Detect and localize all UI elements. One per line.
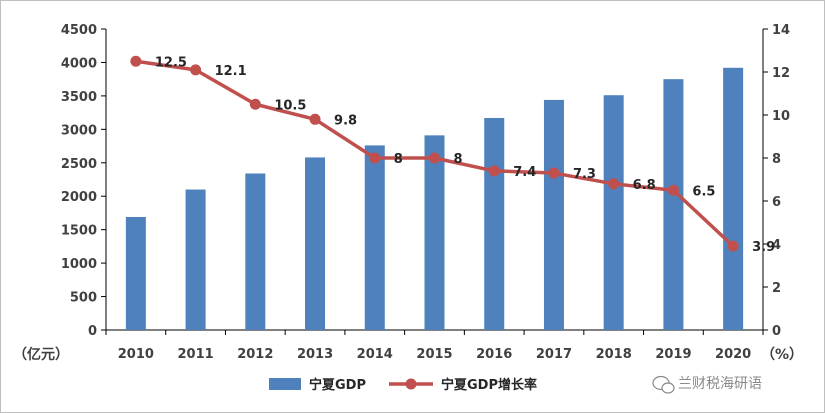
left-tick-label: 0: [88, 324, 97, 339]
gdp-bar: [125, 216, 146, 330]
growth-rate-point: [190, 64, 202, 76]
growth-rate-point: [608, 178, 620, 190]
wechat-icon: [652, 375, 675, 394]
growth-rate-data-label: 7.4: [513, 165, 536, 180]
gdp-bar: [185, 189, 206, 330]
gdp-bar: [305, 157, 326, 330]
right-tick-label: 14: [772, 23, 790, 38]
left-tick-label: 500: [70, 291, 97, 306]
legend-bar-label: 宁夏GDP: [309, 377, 366, 393]
x-tick-label: 2010: [118, 347, 154, 362]
gdp-bar: [364, 145, 385, 330]
left-tick-label: 4000: [61, 56, 97, 71]
left-axis-unit: （亿元）: [13, 346, 69, 363]
right-tick-label: 10: [772, 109, 790, 124]
gdp-bar: [723, 67, 744, 330]
growth-rate-data-label: 8: [454, 152, 463, 167]
growth-rate-point: [369, 152, 381, 164]
right-tick-label: 8: [772, 152, 781, 167]
gdp-bar: [663, 79, 684, 331]
legend-line-marker: [405, 378, 417, 390]
x-tick-label: 2017: [536, 347, 572, 362]
legend-line-label: 宁夏GDP增长率: [441, 377, 537, 393]
left-tick-label: 3000: [61, 123, 97, 138]
right-tick-label: 2: [772, 281, 781, 296]
gdp-bar: [603, 95, 624, 330]
gdp-bar: [424, 135, 445, 330]
growth-rate-data-label: 12.1: [215, 64, 247, 79]
growth-rate-point: [667, 184, 679, 196]
x-tick-label: 2012: [237, 347, 273, 362]
right-tick-label: 4: [772, 238, 781, 253]
left-tick-label: 3500: [61, 90, 97, 105]
gdp-bar: [245, 173, 266, 330]
growth-rate-point: [309, 113, 321, 125]
growth-rate-point: [249, 98, 261, 110]
growth-rate-point: [548, 167, 560, 179]
left-tick-label: 1000: [61, 257, 97, 272]
growth-rate-data-label: 6.5: [692, 184, 715, 199]
legend-bar-swatch: [269, 378, 301, 390]
growth-rate-data-label: 10.5: [274, 98, 306, 113]
watermark: 兰财税海研语: [652, 375, 762, 394]
growth-rate-point: [130, 55, 142, 67]
watermark-text: 兰财税海研语: [678, 376, 762, 392]
growth-rate-point: [488, 165, 500, 177]
x-tick-label: 2011: [177, 347, 213, 362]
growth-rate-data-label: 8: [394, 152, 403, 167]
growth-rate-point: [429, 152, 440, 164]
growth-rate-data-label: 6.8: [633, 178, 656, 193]
left-tick-label: 2500: [61, 157, 97, 172]
growth-rate-point: [727, 240, 739, 252]
growth-rate-data-label: 7.3: [573, 167, 596, 182]
gdp-bar: [543, 99, 564, 330]
left-tick-label: 4500: [61, 23, 97, 38]
left-tick-label: 1500: [61, 224, 97, 239]
x-tick-label: 2013: [297, 347, 333, 362]
right-tick-label: 12: [772, 66, 790, 81]
gdp-bar: [484, 117, 505, 330]
x-tick-label: 2016: [476, 347, 512, 362]
right-tick-label: 0: [772, 324, 781, 339]
x-tick-label: 2019: [655, 347, 691, 362]
growth-rate-data-label: 9.8: [334, 113, 357, 128]
left-tick-label: 2000: [61, 190, 97, 205]
x-tick-label: 2018: [596, 347, 632, 362]
x-tick-label: 2015: [416, 347, 452, 362]
x-tick-label: 2014: [357, 347, 393, 362]
right-tick-label: 6: [772, 195, 781, 210]
growth-rate-data-label: 12.5: [155, 55, 187, 70]
x-tick-label: 2020: [715, 347, 751, 362]
growth-rate-data-label: 3.9: [752, 240, 775, 255]
right-axis-unit: （%）: [761, 347, 803, 363]
legend: 宁夏GDP 宁夏GDP增长率: [269, 377, 537, 393]
